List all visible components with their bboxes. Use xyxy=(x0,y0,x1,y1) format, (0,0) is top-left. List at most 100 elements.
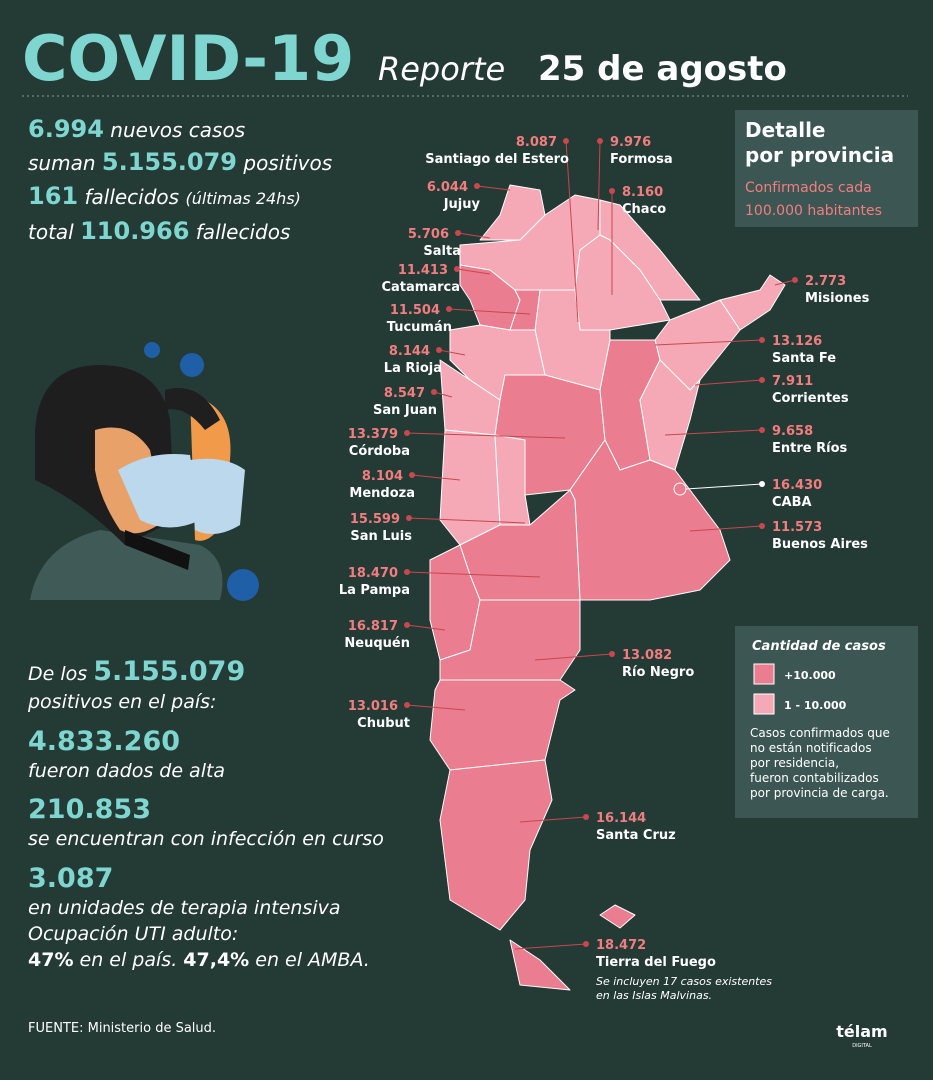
stats-line: Ocupación UTI adulto: xyxy=(28,923,238,945)
leader-dot xyxy=(759,523,765,529)
title: COVID-19 xyxy=(22,22,354,95)
province-name: Catamarca xyxy=(381,280,460,295)
stats-icu: 3.087 xyxy=(28,863,113,894)
source-label: FUENTE: xyxy=(28,1021,83,1036)
stats: De los 5.155.079 positivos en el país: 4… xyxy=(27,656,384,971)
province-name: Tucumán xyxy=(387,320,452,335)
leader-dot xyxy=(759,427,765,433)
stats-active: 210.853 xyxy=(28,794,151,825)
leader-line xyxy=(406,624,446,631)
leader-line xyxy=(457,232,491,239)
text: en el país. xyxy=(80,949,178,971)
leader-dot xyxy=(404,622,410,628)
source: FUENTE: Ministerio de Salud. xyxy=(28,1021,216,1036)
province-name: Santiago del Estero xyxy=(425,152,569,167)
leader-dot xyxy=(446,306,452,312)
text: (últimas 24hs) xyxy=(185,189,300,208)
stats-line: fueron dados de alta xyxy=(28,760,225,782)
detail-title: por provincia xyxy=(745,143,894,167)
leader-line xyxy=(406,571,541,578)
text: nuevos casos xyxy=(110,118,245,142)
province-name: San Juan xyxy=(373,403,437,418)
legend-note-line: por provincia de carga. xyxy=(750,786,889,800)
leader-line xyxy=(654,339,763,346)
province-value: 16.430 xyxy=(772,478,822,493)
leader-dot xyxy=(436,347,442,353)
province-value: 13.379 xyxy=(348,427,398,442)
summary-line: 6.994 nuevos casos xyxy=(28,115,245,143)
stats-line: en unidades de terapia intensiva xyxy=(28,897,341,919)
text: fallecidos xyxy=(196,220,291,244)
province-name: Salta xyxy=(423,244,461,259)
leader-dot xyxy=(454,266,460,272)
province-value: 13.016 xyxy=(348,699,398,714)
leader-dot xyxy=(404,430,410,436)
province-name: Jujuy xyxy=(443,197,481,212)
icu-amba: 47,4% xyxy=(183,949,249,971)
leader-dot xyxy=(431,389,437,395)
province-value: 11.573 xyxy=(772,520,822,535)
footnote: en las Islas Malvinas. xyxy=(596,989,712,1002)
stats-line: De los 5.155.079 xyxy=(28,656,245,687)
text: fallecidos xyxy=(84,185,179,209)
text: De los xyxy=(28,663,87,685)
brand: télam xyxy=(836,1022,887,1041)
leader-line xyxy=(534,653,613,661)
province-value: 13.082 xyxy=(622,648,672,663)
legend-title: Cantidad de casos xyxy=(752,639,886,654)
leader-dot xyxy=(609,188,615,194)
province-labels: 8.087 Santiago del Estero 6.044 Jujuy 5.706 S… xyxy=(339,135,870,970)
province-value: 2.773 xyxy=(805,274,846,289)
province-value: 16.144 xyxy=(596,811,646,826)
source-text: Ministerio de Salud. xyxy=(88,1021,216,1036)
province-shape xyxy=(509,939,571,991)
province-value: 8.160 xyxy=(622,185,663,200)
legend-swatch xyxy=(753,693,775,715)
legend-note-line: Casos confirmados que xyxy=(750,726,890,740)
leader-line xyxy=(476,185,511,191)
detail-title: Detalle xyxy=(745,118,826,142)
province-shape xyxy=(439,759,553,931)
legend-items: +10.000 1 - 10.000 xyxy=(753,663,847,715)
leader-line xyxy=(597,140,601,231)
footnote: Se incluyen 17 casos existentes xyxy=(596,975,772,988)
province-name: Santa Cruz xyxy=(596,828,676,843)
leader-dot xyxy=(455,230,461,236)
province-shape xyxy=(639,359,701,471)
province-name: Tierra del Fuego xyxy=(596,955,716,970)
leader-line xyxy=(774,279,796,286)
summary-line: suman 5.155.079 positivos xyxy=(28,148,332,176)
leader-line xyxy=(408,517,526,524)
province-value: 13.126 xyxy=(772,334,822,349)
leader-line xyxy=(664,429,763,436)
stats-line: 47% en el país. 47,4% en el AMBA. xyxy=(28,949,370,971)
leader-line xyxy=(519,816,587,823)
leader-line xyxy=(685,483,763,490)
leader-dot xyxy=(404,569,410,575)
stats-total: 5.155.079 xyxy=(93,656,245,687)
total-cases: 5.155.079 xyxy=(102,148,237,176)
leader-dot xyxy=(406,515,412,521)
province-value: 8.547 xyxy=(384,386,425,401)
leader-line xyxy=(433,391,453,398)
leader-dot xyxy=(583,814,589,820)
province-value: 9.976 xyxy=(610,135,651,150)
province-name: Formosa xyxy=(610,152,673,167)
province-name: Neuquén xyxy=(344,636,410,651)
province-name: Corrientes xyxy=(772,391,849,406)
leader-line xyxy=(406,432,566,439)
leader-dot xyxy=(474,183,480,189)
legend-label: 1 - 10.000 xyxy=(784,699,847,712)
province-value: 5.706 xyxy=(408,227,449,242)
legend-swatch xyxy=(753,663,775,685)
deaths: 161 xyxy=(28,182,78,210)
text: en el AMBA. xyxy=(255,949,370,971)
caba-shape xyxy=(673,482,687,496)
leader-dot xyxy=(759,377,765,383)
leader-line xyxy=(448,308,531,315)
province-value: 8.104 xyxy=(362,469,403,484)
legend-note-line: por residencia, xyxy=(750,756,839,770)
new-cases: 6.994 xyxy=(28,115,104,143)
